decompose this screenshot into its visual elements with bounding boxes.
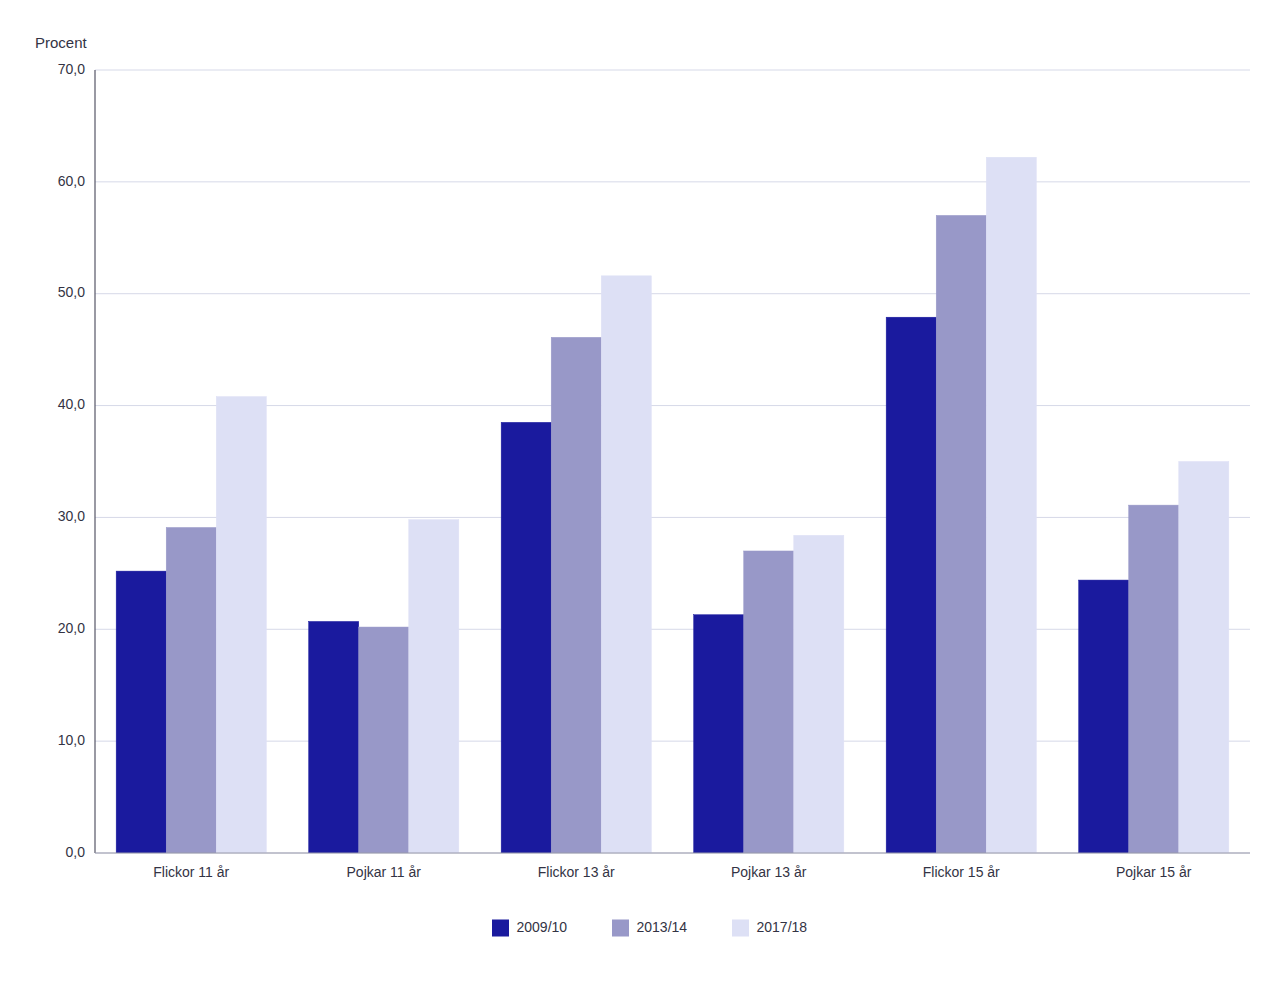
grid-line [95, 517, 1250, 518]
bars [116, 157, 1229, 853]
y-tick-label: 50,0 [58, 284, 85, 300]
chart-container: 0,0 10,0 20,0 30,0 40,0 50,0 60,0 70,0 Procent Fl… [0, 0, 1285, 983]
bar [886, 317, 936, 853]
x-tick-label: Pojkar 13 år [731, 864, 807, 880]
grid-line [95, 741, 1250, 742]
x-tick-label: Flickor 15 år [923, 864, 1000, 880]
bar [986, 157, 1036, 853]
legend-label: 2009/10 [517, 919, 568, 935]
bar [1079, 580, 1129, 853]
grid-line [95, 629, 1250, 630]
legend-label: 2013/14 [637, 919, 688, 935]
grid-line [95, 293, 1250, 294]
bar [1179, 462, 1229, 854]
legend-swatch [613, 920, 629, 936]
y-tick-label: 70,0 [58, 61, 85, 77]
x-tick-label: Pojkar 15 år [1116, 864, 1192, 880]
bar [409, 520, 459, 853]
bar [794, 535, 844, 853]
grid-line [95, 853, 1250, 854]
y-tick-label: 20,0 [58, 620, 85, 636]
x-tick-label: Pojkar 11 år [347, 864, 422, 880]
grid-line [95, 70, 1250, 71]
y-axis: 0,0 10,0 20,0 30,0 40,0 50,0 60,0 70,0 [58, 61, 1250, 860]
grid-line [95, 405, 1250, 406]
bar [116, 571, 166, 853]
bar [309, 621, 359, 853]
legend-swatch [493, 920, 509, 936]
bar [359, 627, 409, 853]
y-tick-label: 10,0 [58, 732, 85, 748]
y-tick-label: 40,0 [58, 396, 85, 412]
y-axis-line [94, 70, 95, 853]
bar [551, 337, 601, 853]
x-tick-label: Flickor 13 år [538, 864, 615, 880]
grid-line [95, 181, 1250, 182]
y-axis-label: Procent [35, 34, 88, 51]
bar [166, 527, 216, 853]
bar [744, 551, 794, 853]
x-axis: Flickor 11 år Pojkar 11 år Flickor 13 år Po… [153, 864, 1192, 880]
bar [694, 615, 744, 853]
y-tick-label: 0,0 [66, 844, 86, 860]
legend-swatch [733, 920, 749, 936]
legend: 2009/10 2013/14 2017/18 [493, 919, 808, 936]
y-tick-label: 30,0 [58, 508, 85, 524]
x-tick-label: Flickor 11 år [153, 864, 229, 880]
chart-svg: 0,0 10,0 20,0 30,0 40,0 50,0 60,0 70,0 Procent Fl… [0, 0, 1285, 983]
x-axis-line [95, 853, 1250, 854]
legend-label: 2017/18 [757, 919, 808, 935]
bar [601, 276, 651, 853]
bar [1129, 505, 1179, 853]
y-tick-label: 60,0 [58, 173, 85, 189]
bar [216, 397, 266, 853]
bar [936, 215, 986, 853]
bar [501, 422, 551, 853]
